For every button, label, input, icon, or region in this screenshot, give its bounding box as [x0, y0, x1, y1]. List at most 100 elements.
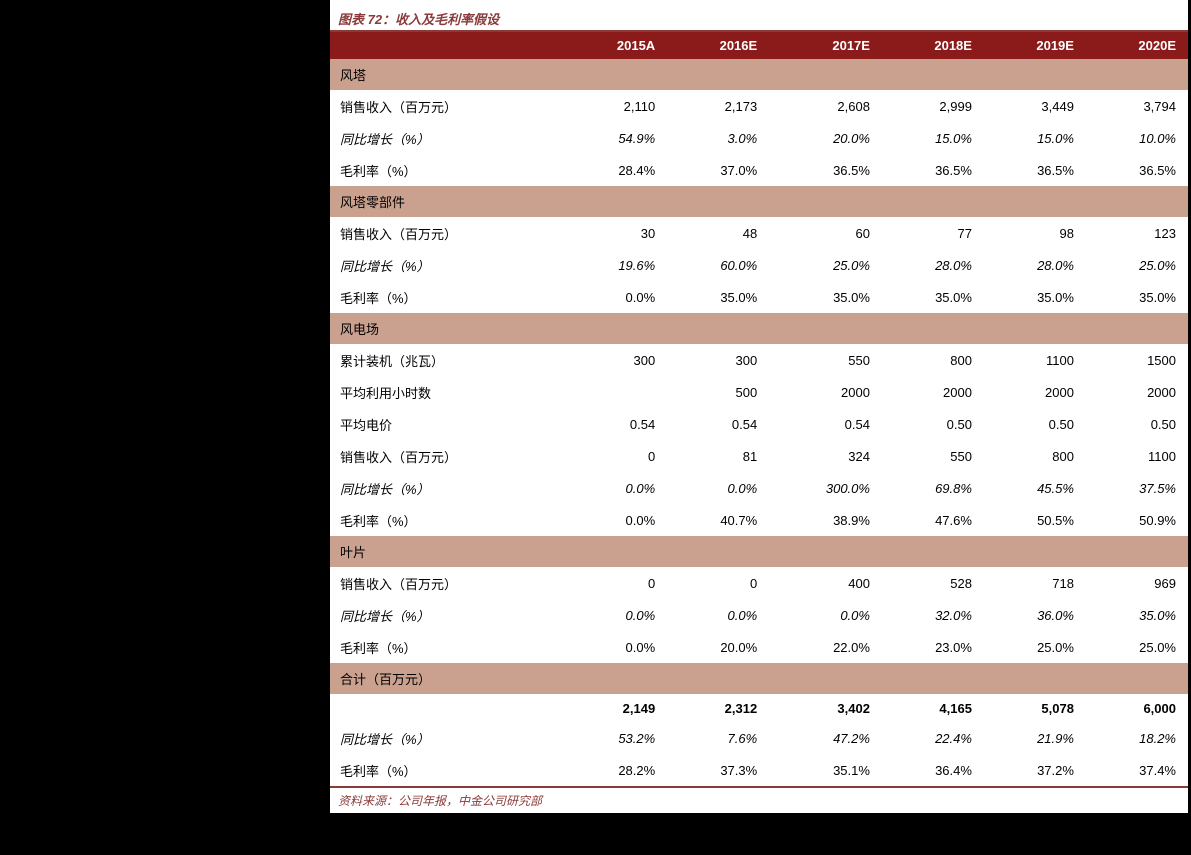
table-row: 毛利率（%）0.0%20.0%22.0%23.0%25.0%25.0%	[330, 631, 1188, 663]
cell-value: 35.0%	[667, 281, 769, 313]
row-label: 销售收入（百万元）	[330, 90, 564, 122]
section-header: 风塔零部件	[330, 186, 1188, 217]
section-header: 风塔	[330, 59, 1188, 90]
table-row: 毛利率（%）28.4%37.0%36.5%36.5%36.5%36.5%	[330, 154, 1188, 186]
cell-value: 528	[882, 567, 984, 599]
cell-value: 25.0%	[769, 249, 882, 281]
table-header: 2015A2016E2017E2018E2019E2020E	[330, 32, 1188, 59]
cell-value: 35.0%	[984, 281, 1086, 313]
source-note: 资料来源：公司年报，中金公司研究部	[330, 786, 1188, 813]
cell-value: 0	[564, 567, 667, 599]
row-label: 平均利用小时数	[330, 376, 564, 408]
cell-value: 35.0%	[1086, 599, 1188, 631]
cell-value: 0.54	[667, 408, 769, 440]
cell-value: 400	[769, 567, 882, 599]
cell-value: 718	[984, 567, 1086, 599]
row-label: 平均电价	[330, 408, 564, 440]
row-label	[330, 694, 564, 722]
cell-value: 300	[564, 344, 667, 376]
cell-value: 98	[984, 217, 1086, 249]
section-header: 风电场	[330, 313, 1188, 344]
cell-value: 2,173	[667, 90, 769, 122]
table-row: 同比增长（%）0.0%0.0%300.0%69.8%45.5%37.5%	[330, 472, 1188, 504]
cell-value: 123	[1086, 217, 1188, 249]
cell-value: 800	[882, 344, 984, 376]
cell-value: 54.9%	[564, 122, 667, 154]
cell-value: 32.0%	[882, 599, 984, 631]
cell-value: 3,794	[1086, 90, 1188, 122]
table-row: 同比增长（%）53.2%7.6%47.2%22.4%21.9%18.2%	[330, 722, 1188, 754]
cell-value: 28.4%	[564, 154, 667, 186]
cell-value: 2,312	[667, 694, 769, 722]
cell-value: 2000	[882, 376, 984, 408]
cell-value: 0.0%	[564, 631, 667, 663]
cell-value: 47.2%	[769, 722, 882, 754]
cell-value: 37.3%	[667, 754, 769, 786]
row-label: 毛利率（%）	[330, 631, 564, 663]
cell-value: 7.6%	[667, 722, 769, 754]
cell-value: 0.0%	[769, 599, 882, 631]
column-year: 2015A	[564, 32, 667, 59]
cell-value: 60.0%	[667, 249, 769, 281]
cell-value: 800	[984, 440, 1086, 472]
table-row: 毛利率（%）0.0%40.7%38.9%47.6%50.5%50.9%	[330, 504, 1188, 536]
cell-value: 1500	[1086, 344, 1188, 376]
table-row: 平均电价0.540.540.540.500.500.50	[330, 408, 1188, 440]
cell-value: 25.0%	[1086, 249, 1188, 281]
cell-value: 1100	[984, 344, 1086, 376]
cell-value: 35.0%	[769, 281, 882, 313]
cell-value: 28.0%	[984, 249, 1086, 281]
cell-value: 35.0%	[882, 281, 984, 313]
cell-value: 69.8%	[882, 472, 984, 504]
row-label: 毛利率（%）	[330, 754, 564, 786]
table-body: 风塔销售收入（百万元）2,1102,1732,6082,9993,4493,79…	[330, 59, 1188, 786]
row-label: 毛利率（%）	[330, 154, 564, 186]
cell-value: 0.54	[769, 408, 882, 440]
cell-value: 0.0%	[564, 599, 667, 631]
cell-value: 2000	[769, 376, 882, 408]
cell-value: 1100	[1086, 440, 1188, 472]
column-year: 2020E	[1086, 32, 1188, 59]
cell-value: 0	[564, 440, 667, 472]
table-row: 销售收入（百万元）3048607798123	[330, 217, 1188, 249]
cell-value: 300	[667, 344, 769, 376]
cell-value: 10.0%	[1086, 122, 1188, 154]
cell-value: 2000	[984, 376, 1086, 408]
cell-value: 28.2%	[564, 754, 667, 786]
table-container: 图表 72：收入及毛利率假设 2015A2016E2017E2018E2019E…	[330, 0, 1188, 813]
cell-value: 37.2%	[984, 754, 1086, 786]
cell-value: 0.50	[882, 408, 984, 440]
cell-value: 0.50	[984, 408, 1086, 440]
column-year: 2016E	[667, 32, 769, 59]
section-name: 风塔	[330, 59, 1188, 90]
cell-value: 5,078	[984, 694, 1086, 722]
cell-value: 15.0%	[984, 122, 1086, 154]
cell-value: 36.5%	[769, 154, 882, 186]
cell-value: 15.0%	[882, 122, 984, 154]
cell-value: 50.9%	[1086, 504, 1188, 536]
table-row: 销售收入（百万元）2,1102,1732,6082,9993,4493,794	[330, 90, 1188, 122]
row-label: 同比增长（%）	[330, 122, 564, 154]
cell-value: 50.5%	[984, 504, 1086, 536]
section-header: 叶片	[330, 536, 1188, 567]
cell-value: 37.0%	[667, 154, 769, 186]
row-label: 毛利率（%）	[330, 504, 564, 536]
cell-value: 3,402	[769, 694, 882, 722]
cell-value: 21.9%	[984, 722, 1086, 754]
cell-value: 550	[882, 440, 984, 472]
row-label: 毛利率（%）	[330, 281, 564, 313]
column-year: 2019E	[984, 32, 1086, 59]
cell-value: 30	[564, 217, 667, 249]
section-name: 叶片	[330, 536, 1188, 567]
table-row: 2,1492,3123,4024,1655,0786,000	[330, 694, 1188, 722]
row-label: 同比增长（%）	[330, 722, 564, 754]
column-year: 2017E	[769, 32, 882, 59]
column-year: 2018E	[882, 32, 984, 59]
cell-value: 36.4%	[882, 754, 984, 786]
cell-value: 37.5%	[1086, 472, 1188, 504]
section-name: 合计（百万元）	[330, 663, 1188, 694]
financial-table: 2015A2016E2017E2018E2019E2020E 风塔销售收入（百万…	[330, 32, 1188, 786]
cell-value: 22.0%	[769, 631, 882, 663]
cell-value: 47.6%	[882, 504, 984, 536]
section-name: 风电场	[330, 313, 1188, 344]
